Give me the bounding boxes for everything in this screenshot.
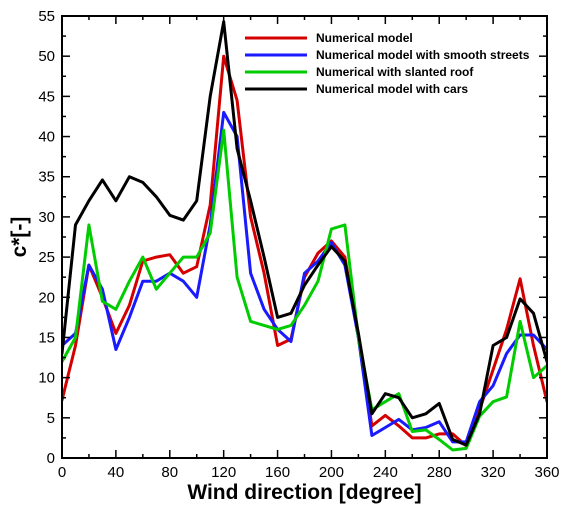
legend-label-4: Numerical model with cars [316, 82, 468, 96]
y-axis-label: c*[-] [8, 217, 31, 258]
series-line-4 [62, 20, 547, 447]
y-tick-label: 40 [38, 129, 55, 146]
y-tick-label: 45 [38, 88, 55, 105]
y-tick-label: 15 [38, 329, 55, 346]
x-tick-label: 0 [58, 464, 66, 481]
legend-label-1: Numerical model [316, 31, 413, 45]
x-tick-label: 280 [427, 464, 452, 481]
y-tick-label: 55 [38, 8, 55, 25]
x-tick-label: 120 [211, 464, 236, 481]
x-tick-label: 40 [108, 464, 125, 481]
y-tick-label: 20 [38, 289, 55, 306]
y-tick-label: 10 [38, 370, 55, 387]
series-layer [62, 20, 547, 452]
legend-label-3: Numerical with slanted roof [316, 65, 474, 79]
y-tick-label: 30 [38, 209, 55, 226]
ticks-layer [61, 15, 548, 459]
x-tick-label: 360 [534, 464, 559, 481]
y-tick-label: 35 [38, 169, 55, 186]
y-tick-label: 50 [38, 48, 55, 65]
x-axis-label: Wind direction [degree] [187, 481, 421, 504]
x-tick-label: 200 [319, 464, 344, 481]
x-tick-label: 240 [373, 464, 398, 481]
x-tick-label: 80 [161, 464, 178, 481]
series-line-3 [62, 128, 547, 452]
tick-labels-layer: 0 40 80 120 160 200 240 280 320 360 0 5 10 15 20 25 30 35… [38, 8, 559, 481]
y-tick-label: 0 [47, 450, 55, 467]
x-tick-label: 160 [265, 464, 290, 481]
legend-label-2: Numerical model with smooth streets [316, 48, 530, 62]
y-tick-label: 5 [47, 410, 55, 427]
y-tick-label: 25 [38, 249, 55, 266]
legend: Numerical model Numerical model with smoo… [245, 31, 530, 96]
x-tick-label: 320 [481, 464, 506, 481]
